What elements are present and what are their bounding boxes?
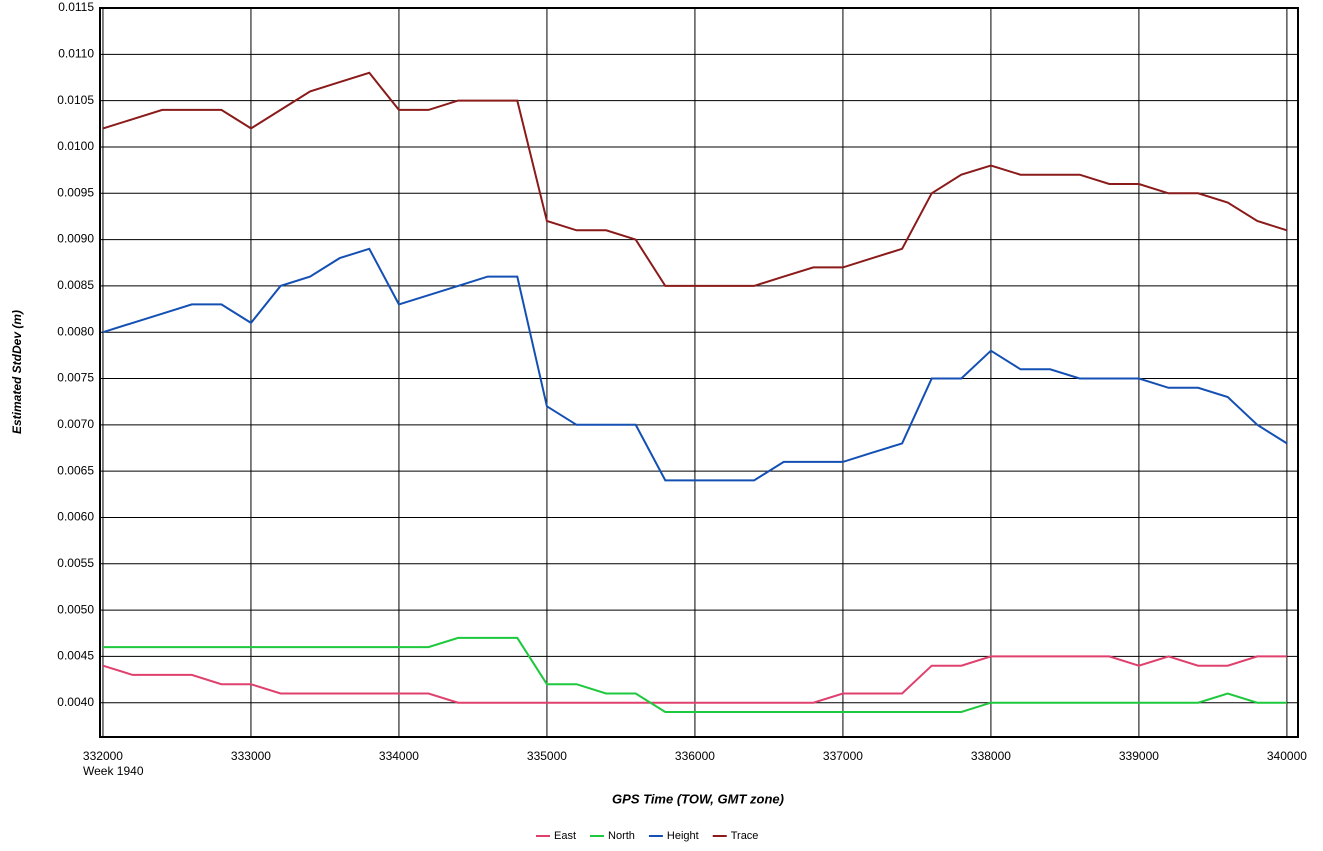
legend-label: East xyxy=(554,830,576,842)
series-line xyxy=(102,655,1287,704)
x-tick-label: 340000 xyxy=(1267,749,1307,763)
y-tick-label: 0.0095 xyxy=(57,185,94,199)
x-tick-label: 338000 xyxy=(971,749,1011,763)
y-tick-label: 0.0090 xyxy=(57,232,94,246)
y-tick-label: 0.0100 xyxy=(57,139,94,153)
series-line xyxy=(102,71,1288,287)
y-tick-label: 0.0055 xyxy=(57,556,94,570)
series-line xyxy=(102,247,1288,482)
y-tick-label: 0.0085 xyxy=(57,278,94,292)
y-tick-label: 0.0040 xyxy=(57,695,94,709)
x-axis-title: GPS Time (TOW, GMT zone) xyxy=(612,791,784,806)
x-note: Week 1940 xyxy=(83,764,144,778)
x-tick-label: 335000 xyxy=(527,749,567,763)
y-tick-label: 0.0050 xyxy=(57,602,94,616)
y-tick-label: 0.0075 xyxy=(57,371,94,385)
x-tick-label: 339000 xyxy=(1119,749,1159,763)
legend-label: North xyxy=(608,830,635,842)
series-line xyxy=(103,636,1287,713)
y-axis-title: Estimated StdDev (m) xyxy=(10,310,24,434)
legend-label: Height xyxy=(667,830,699,842)
y-tick-label: 0.0105 xyxy=(57,93,94,107)
y-tick-label: 0.0065 xyxy=(57,463,94,477)
y-tick-label: 0.0110 xyxy=(58,46,94,60)
y-tick-label: 0.0060 xyxy=(57,510,94,524)
x-tick-label: 333000 xyxy=(231,749,271,763)
y-tick-label: 0.0045 xyxy=(57,649,94,663)
x-tick-label: 332000 xyxy=(83,749,123,763)
x-tick-label: 337000 xyxy=(823,749,863,763)
y-tick-label: 0.0080 xyxy=(57,324,94,338)
legend-label: Trace xyxy=(731,830,759,842)
x-tick-label: 334000 xyxy=(379,749,419,763)
plot-area xyxy=(99,7,1299,738)
y-tick-label: 0.0115 xyxy=(58,0,94,14)
x-tick-label: 336000 xyxy=(675,749,715,763)
y-tick-label: 0.0070 xyxy=(57,417,94,431)
